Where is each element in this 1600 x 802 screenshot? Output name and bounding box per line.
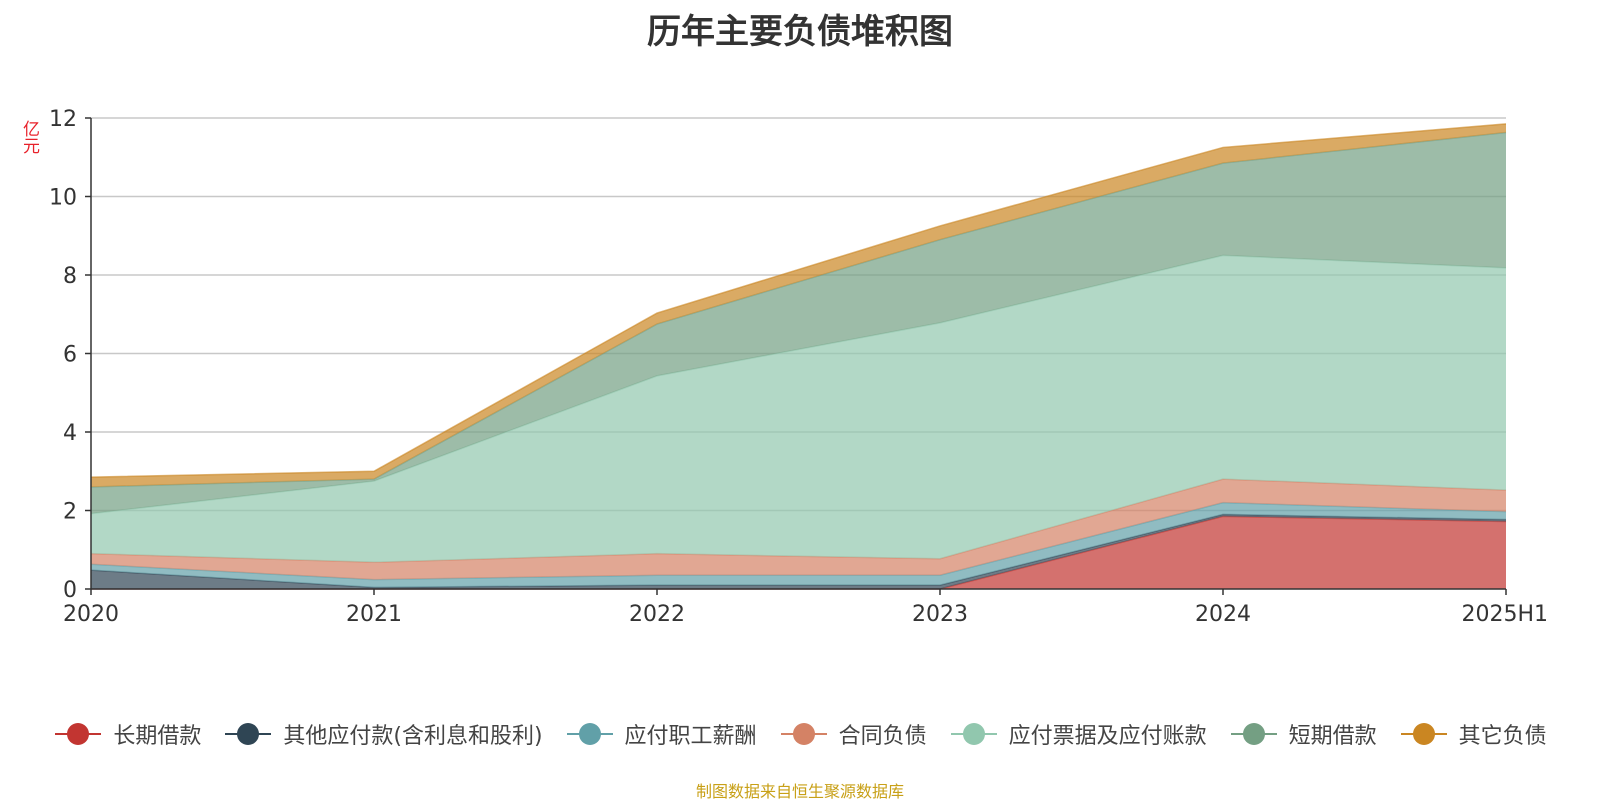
- legend-label: 其他应付款(含利息和股利): [283, 724, 543, 749]
- legend-swatch-icon: [950, 723, 997, 745]
- legend-item-2[interactable]: 其他应付款(含利息和股利): [223, 718, 543, 750]
- legend: 长期借款 其他应付款(含利息和股利) 应付职工薪酬 合同负债 应付票据及应付账款 短期借款…: [0, 716, 1600, 752]
- line-series-7: [90, 123, 1507, 478]
- y-axis-unit-label: 亿元: [19, 120, 39, 154]
- y-tick-label: 6: [63, 343, 77, 368]
- area-series-3: [91, 502, 1506, 588]
- legend-swatch-icon: [225, 723, 272, 745]
- legend-item-5[interactable]: 应付票据及应付账款: [949, 718, 1207, 750]
- legend-swatch-icon: [780, 723, 827, 745]
- legend-swatch-icon: [1400, 723, 1447, 745]
- legend-item-4[interactable]: 合同负债: [779, 718, 927, 750]
- chart-title: 历年主要负债堆积图: [647, 12, 953, 52]
- x-tick-label: 2024: [1195, 602, 1251, 627]
- x-tick-label: 2020: [63, 602, 119, 627]
- legend-swatch-icon: [55, 723, 102, 745]
- legend-swatch-icon: [566, 723, 613, 745]
- legend-swatch-icon: [1230, 723, 1277, 745]
- legend-label: 应付票据及应付账款: [1008, 724, 1207, 749]
- legend-label: 短期借款: [1288, 724, 1377, 749]
- x-tick-label: 2021: [346, 602, 402, 627]
- area-series-5: [91, 255, 1506, 563]
- stacked-area-chart: 0 2 4 6 8 10 12 2020 2021 2022 2023 2024 2025H1: [49, 107, 1548, 627]
- x-tick-label: 2023: [912, 602, 968, 627]
- legend-item-1[interactable]: 长期借款: [53, 718, 201, 750]
- area-series-6: [91, 132, 1506, 514]
- legend-label: 长期借款: [113, 724, 202, 749]
- y-tick-label: 8: [63, 264, 77, 289]
- x-tick-label: 2025H1: [1461, 602, 1548, 627]
- area-series-2: [91, 514, 1506, 589]
- area-series-4: [91, 479, 1506, 580]
- y-tick-label: 0: [63, 578, 77, 603]
- legend-label: 其它负债: [1458, 724, 1547, 749]
- y-tick-label: 10: [49, 186, 77, 211]
- x-tick-label: 2022: [629, 602, 685, 627]
- y-tick-label: 4: [63, 421, 77, 446]
- legend-item-6[interactable]: 短期借款: [1229, 718, 1377, 750]
- legend-label: 应付职工薪酬: [624, 724, 757, 749]
- line-series-4: [90, 478, 1507, 564]
- source-note: 制图数据来自恒生聚源数据库: [695, 782, 904, 801]
- y-tick-label: 2: [63, 500, 77, 525]
- legend-item-7[interactable]: 其它负债: [1399, 718, 1547, 750]
- legend-label: 合同负债: [838, 724, 927, 749]
- legend-item-3[interactable]: 应付职工薪酬: [565, 718, 757, 750]
- y-tick-label: 12: [49, 107, 77, 132]
